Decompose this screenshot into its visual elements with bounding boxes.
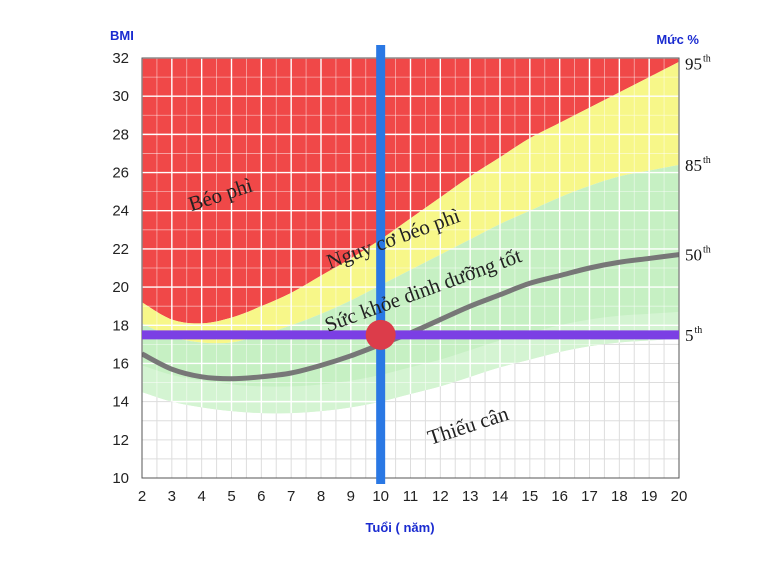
percentile-label-suffix: th [703,54,711,65]
y-tick-label: 14 [112,394,129,411]
percentile-label-suffix: th [695,325,703,336]
percentile-label-suffix: th [703,245,711,256]
x-tick-label: 10 [372,488,389,505]
grid [142,58,679,478]
x-tick-label: 15 [521,488,538,505]
percentile-label-suffix: th [703,155,711,166]
x-tick-label: 5 [227,488,235,505]
x-tick-label: 13 [462,488,479,505]
x-tick-label: 9 [347,488,355,505]
y-tick-label: 24 [112,203,129,220]
y-tick-label: 18 [112,317,129,334]
x-tick-label: 17 [581,488,598,505]
y-tick-label: 30 [112,88,129,105]
y-axis: 10 12 14 16 18 20 22 24 26 28 30 32 [112,50,129,487]
x-tick-label: 2 [138,488,146,505]
x-tick-label: 4 [197,488,205,505]
x-tick-label: 19 [641,488,658,505]
plot-area [142,58,679,478]
x-tick-label: 14 [492,488,509,505]
x-tick-label: 8 [317,488,325,505]
y-tick-label: 32 [112,50,129,67]
reference-lines [142,45,679,484]
x-tick-label: 11 [403,488,419,505]
x-tick-label: 7 [287,488,295,505]
percentile-label: 5 [685,326,694,345]
percentile-label: 85 [685,156,702,175]
y-axis-title: BMI [110,28,134,43]
x-tick-label: 16 [551,488,568,505]
x-tick-label: 12 [432,488,449,505]
x-axis: 2 3 4 5 6 7 8 9 10 11 12 13 14 15 16 17 18 19 20 [138,488,688,505]
y-tick-label: 10 [112,470,129,487]
y-tick-label: 26 [112,165,129,182]
highlight-point [365,319,396,350]
y-tick-label: 22 [112,241,129,258]
y-tick-label: 12 [112,432,129,449]
plot-border [141,57,680,479]
x-tick-label: 18 [611,488,628,505]
y-tick-label: 28 [112,126,129,143]
right-axis-title: Mức % [656,32,699,47]
x-tick-label: 20 [671,488,688,505]
x-tick-label: 6 [257,488,265,505]
x-axis-title: Tuổi ( năm) [365,520,434,535]
y-tick-label: 20 [112,279,129,296]
y-tick-label: 16 [112,355,129,372]
percentile-label: 95 [685,55,702,74]
x-tick-label: 3 [168,488,176,505]
percentile-label: 50 [685,246,702,265]
